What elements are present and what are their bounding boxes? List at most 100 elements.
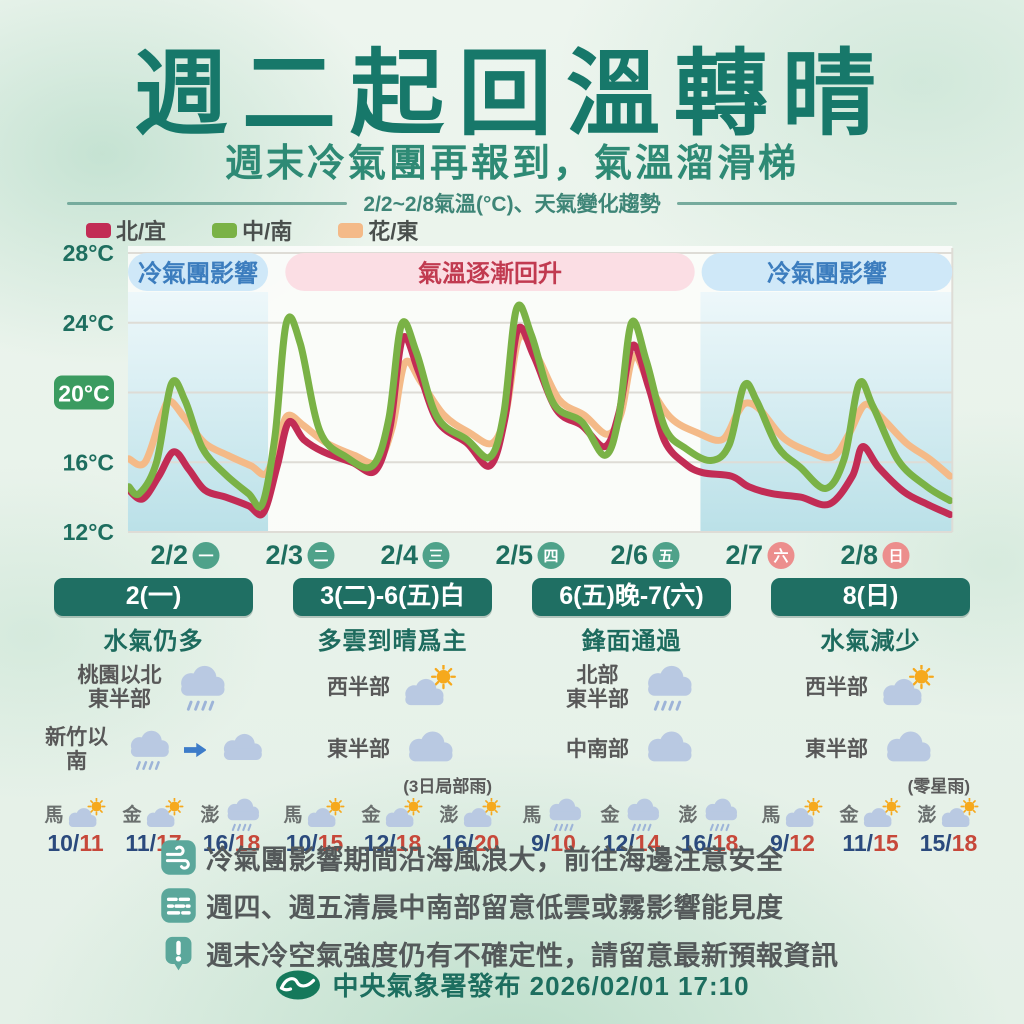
x-tick-label: 2/2 xyxy=(150,540,188,570)
partly-sunny-icon xyxy=(860,798,902,832)
island-forecast: 金 12/14 xyxy=(597,798,667,855)
x-tick-label: 2/7 xyxy=(725,540,763,570)
temp-high: 15 xyxy=(317,830,344,856)
region-label: 西半部 xyxy=(327,675,390,699)
y-tick-label: 16°C xyxy=(63,449,114,475)
island-temp: 15/18 xyxy=(920,832,978,855)
island-forecast: 澎 15/18 xyxy=(914,798,984,855)
forecast-column: 6(五)晚-7(六) 鋒面通過 北部 東半部 中南部馬 9/10 金 12/14 澎 16/18 xyxy=(518,578,745,855)
weekday-circle xyxy=(422,542,450,569)
forecast-row: 東半部 xyxy=(757,720,984,780)
weekday-circle xyxy=(192,542,220,569)
island-label: 澎 xyxy=(439,805,459,826)
note-item: 冷氣團影響期間沿海風浪大，前往海邊注意安全 xyxy=(160,838,839,877)
legend-label: 北/宜 xyxy=(116,219,167,244)
weekday-char: 二 xyxy=(313,548,328,565)
y-tick-label: 28°C xyxy=(63,240,114,266)
y-tick-label: 24°C xyxy=(63,310,114,336)
chart-caption: 2/2~2/8氣溫(°C)、天氣變化趨勢 xyxy=(363,193,661,216)
column-subtitle: 水氣仍多 xyxy=(103,628,204,655)
island-temp: 16/20 xyxy=(442,832,500,855)
region-label: 桃園以北 東半部 xyxy=(77,663,162,711)
temp-low: 11/ xyxy=(842,830,874,856)
forecast-column: 3(二)-6(五)白 多雲到晴爲主 西半部 東半部 (3日局部雨) 馬 10/15 金 12/1… xyxy=(279,578,506,855)
legend-item-2: 中/南 xyxy=(212,214,292,246)
temperature-chart: 冷氣團影響 氣溫逐漸回升 冷氣團影響 28°C 24°C 20°C 16°C 12°C 2/2 一… xyxy=(54,240,954,570)
island-label: 金 xyxy=(839,805,859,826)
island-temp: 16/18 xyxy=(681,832,739,855)
forecast-row: 西半部 xyxy=(279,658,506,718)
annotation-label: 氣溫逐漸回升 xyxy=(418,260,562,288)
temp-low: 10/ xyxy=(47,830,80,856)
island-label: 馬 xyxy=(44,805,64,826)
legend-swatch-icon xyxy=(212,222,238,238)
rain-icon xyxy=(639,665,697,712)
rain-icon xyxy=(172,665,230,712)
region-label: 東半部 xyxy=(327,737,390,761)
temp-low: 9/ xyxy=(770,830,790,856)
annotation-pill xyxy=(285,253,695,291)
islands-row: 馬 9/10 金 12/14 澎 16/18 xyxy=(519,798,745,855)
temp-low: 11/ xyxy=(125,830,157,856)
partly-sunny-icon xyxy=(878,665,936,712)
partly-sunny-icon xyxy=(782,798,824,832)
island-label: 馬 xyxy=(522,805,542,826)
region-label: 西半部 xyxy=(805,675,868,699)
region-label: 東半部 xyxy=(805,737,868,761)
temp-high: 12 xyxy=(789,830,815,856)
forecast-row: 桃園以北 東半部 xyxy=(40,658,267,718)
partly-sunny-icon xyxy=(400,665,458,712)
x-tick-label: 2/6 xyxy=(610,540,648,570)
temp-low: 16/ xyxy=(441,830,474,856)
chart-legend: 北/宜 中/南 花/東 xyxy=(86,214,418,246)
rain-icon xyxy=(543,798,585,832)
cloud-icon xyxy=(878,727,936,774)
temp-high: 18 xyxy=(951,830,978,856)
chart-caption-row: 2/2~2/8氣溫(°C)、天氣變化趨勢 xyxy=(0,188,1024,218)
island-temp: 12/18 xyxy=(364,832,422,855)
arrow-right-icon xyxy=(184,741,207,759)
row-note: (3日局部雨) xyxy=(403,777,492,796)
weekday-char: 三 xyxy=(428,548,443,565)
temp-low: 16/ xyxy=(680,830,713,856)
legend-swatch-icon xyxy=(338,222,364,238)
partly-sunny-icon xyxy=(143,798,185,832)
island-label: 澎 xyxy=(678,805,698,826)
island-forecast: 馬 9/10 xyxy=(519,798,589,855)
caption-divider-right xyxy=(676,201,957,205)
column-subtitle: 多雲到晴爲主 xyxy=(317,628,468,655)
note-text: 週末冷空氣強度仍有不確定性，請留意最新預報資訊 xyxy=(206,941,839,971)
weekday-char: 四 xyxy=(543,548,558,565)
y-tick-label: 20°C xyxy=(58,381,109,407)
region-label: 中南部 xyxy=(566,737,629,761)
x-tick-label: 2/3 xyxy=(265,540,303,570)
weekday-circle xyxy=(767,542,795,569)
weekday-circle xyxy=(882,542,910,569)
x-tick-label: 2/5 xyxy=(495,540,533,570)
annotation-pill xyxy=(701,253,953,291)
temp-low: 15/ xyxy=(919,830,952,856)
y-tick-label: 12°C xyxy=(63,519,114,545)
rain-icon xyxy=(221,798,263,832)
region-label: 北部 東半部 xyxy=(566,663,629,711)
island-temp: 9/10 xyxy=(531,832,576,855)
forecast-column: 8(日) 水氣減少 西半部 東半部 (零星雨) 馬 9/12 金 11/15 澎 15/18 xyxy=(757,578,984,855)
island-forecast: 澎 16/20 xyxy=(436,798,506,855)
weekday-circle xyxy=(652,542,680,569)
island-label: 馬 xyxy=(761,805,781,826)
fog-icon xyxy=(160,887,197,924)
island-temp: 10/15 xyxy=(286,832,344,855)
forecast-row: 西半部 xyxy=(757,658,984,718)
islands-row: 馬 10/15 金 12/18 澎 16/20 xyxy=(280,798,506,855)
partly-sunny-icon xyxy=(382,798,424,832)
temp-low: 9/ xyxy=(531,830,551,856)
weekday-circle xyxy=(537,542,565,569)
cwa-logo-icon xyxy=(274,969,322,1001)
island-temp: 10/11 xyxy=(47,832,103,855)
cloud-icon xyxy=(639,727,697,774)
temp-high: 14 xyxy=(634,830,661,856)
rain-icon xyxy=(123,727,174,774)
